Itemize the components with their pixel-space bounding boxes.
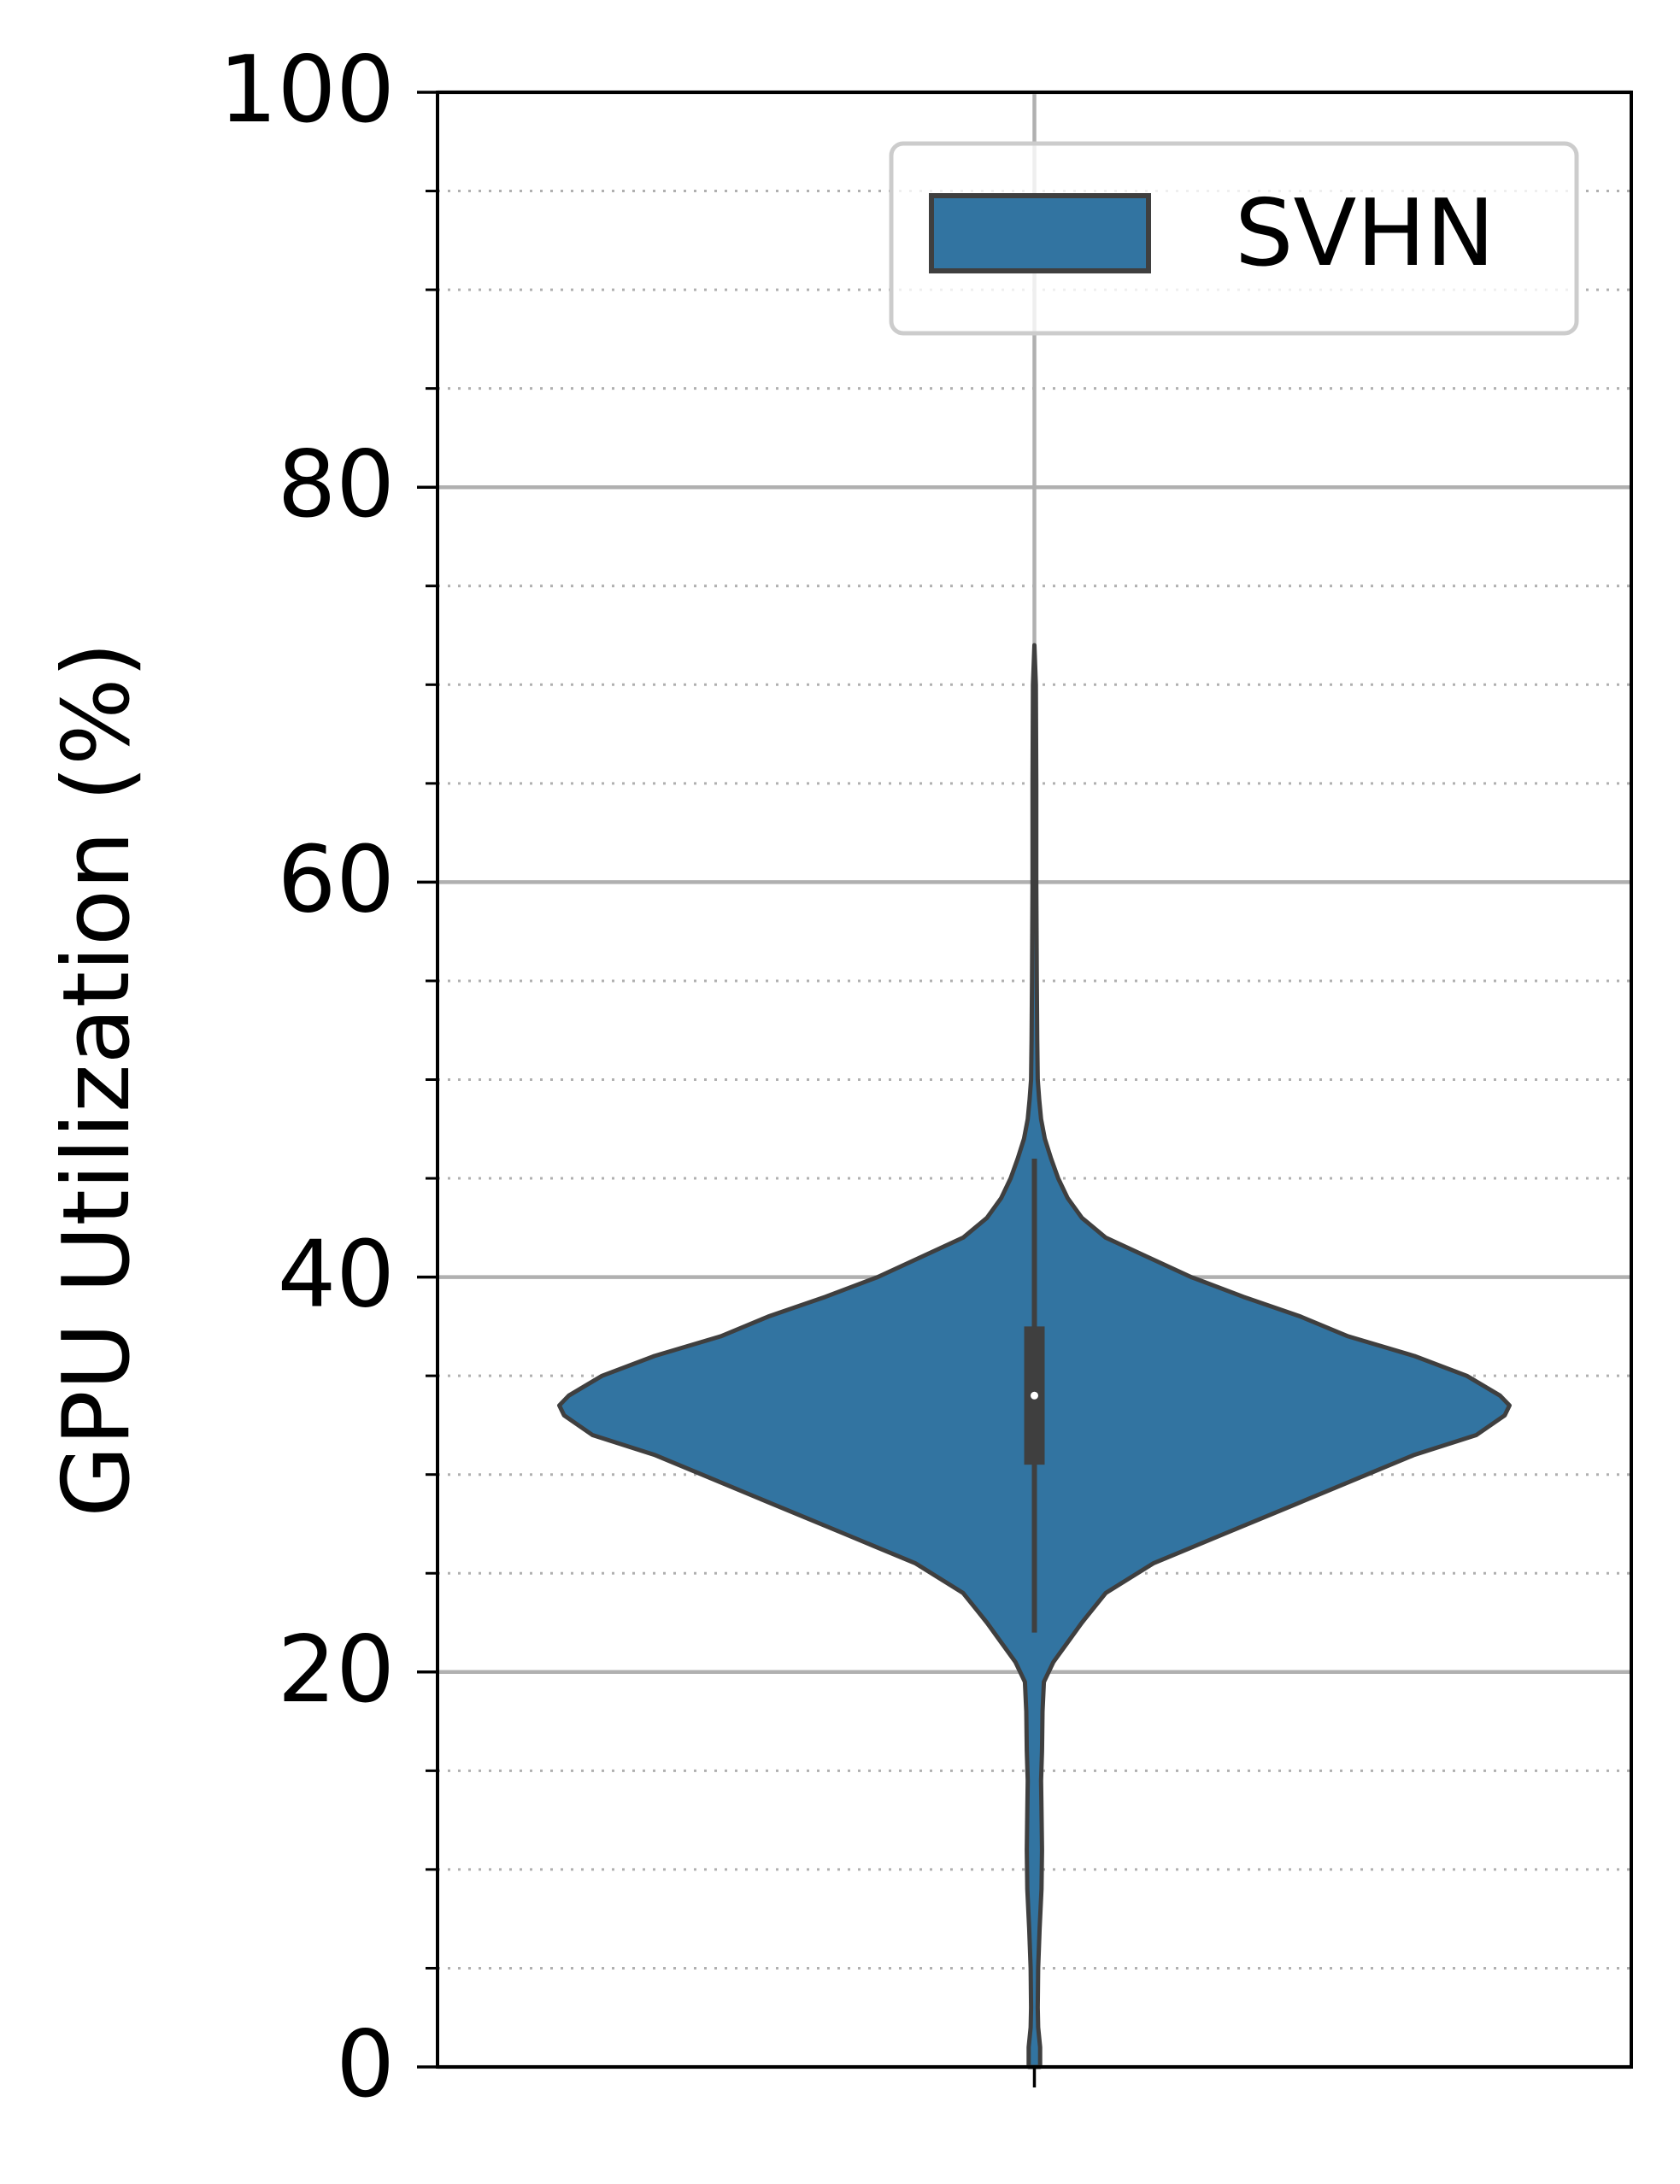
y-tick-label: 80 [278, 432, 395, 538]
legend-frame [889, 141, 1579, 336]
violin-layer [557, 643, 1512, 2070]
axes-frame [436, 91, 1633, 2069]
y-tick-label: 40 [278, 1222, 395, 1329]
axes-layer: 0 20 40 60 80 100 [219, 37, 1633, 2118]
y-tick-label: 100 [219, 37, 395, 144]
legend-label-svhn: SVHN [1235, 180, 1495, 287]
y-axis-label: GPU Utilization (%) [44, 642, 150, 1518]
y-tick-label: 20 [278, 1617, 395, 1723]
legend-swatch-svhn [929, 193, 1151, 273]
y-tick-label: 60 [278, 826, 395, 933]
legend: SVHN [889, 141, 1579, 336]
median-marker [1031, 1391, 1038, 1400]
y-tick-label: 0 [336, 2011, 395, 2118]
